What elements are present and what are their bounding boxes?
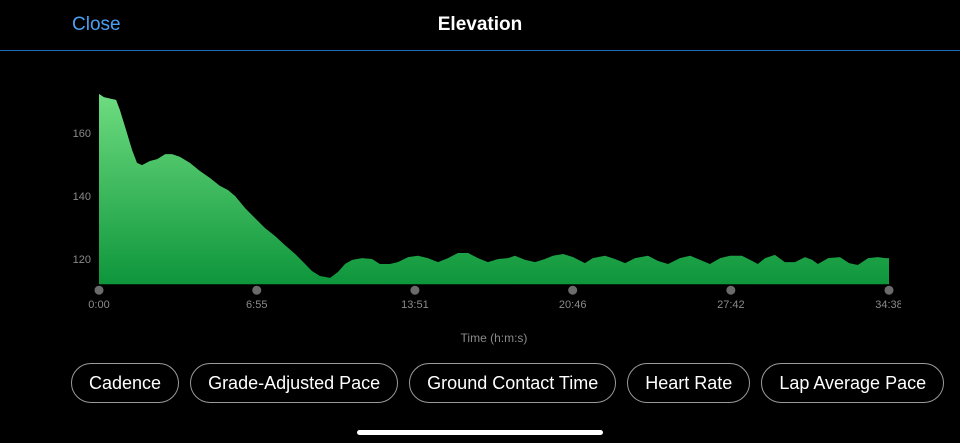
x-tick-handle[interactable]: [726, 285, 736, 295]
y-tick-label: 120: [73, 254, 91, 266]
y-tick-label: 140: [73, 191, 91, 203]
x-tick-handle[interactable]: [252, 285, 262, 295]
x-axis-label: Time (h:m:s): [460, 331, 528, 345]
close-button[interactable]: Close: [72, 14, 121, 35]
chip-ground-contact-time[interactable]: Ground Contact Time: [409, 363, 617, 403]
chip-lap-average-pace[interactable]: Lap Average Pace: [761, 363, 945, 403]
home-indicator[interactable]: [357, 430, 603, 435]
chip-heart-rate[interactable]: Heart Rate: [627, 363, 751, 403]
x-tick-label: 34:38: [875, 299, 903, 311]
elevation-chart: 120 140 160 0:00 6:55 13:51 20:46 27:42 34:38: [73, 93, 903, 311]
nav-header: Close Elevation: [0, 0, 960, 51]
x-tick-handle[interactable]: [884, 285, 894, 295]
x-tick-label: 20:46: [559, 299, 587, 311]
metric-chips: Cadence Grade-Adjusted Pace Ground Conta…: [71, 363, 945, 403]
chip-grade-adjusted-pace[interactable]: Grade-Adjusted Pace: [190, 363, 399, 403]
x-tick-label: 27:42: [717, 299, 745, 311]
x-tick-handle[interactable]: [568, 285, 578, 295]
page-title: Elevation: [437, 14, 523, 35]
x-tick-label: 13:51: [401, 299, 429, 311]
x-tick-handle[interactable]: [94, 285, 104, 295]
x-tick-label: 0:00: [88, 299, 109, 311]
y-tick-label: 160: [73, 128, 91, 140]
elevation-area: [99, 93, 889, 285]
x-tick-handle[interactable]: [410, 285, 420, 295]
x-tick-label: 6:55: [246, 299, 267, 311]
chip-cadence[interactable]: Cadence: [71, 363, 180, 403]
